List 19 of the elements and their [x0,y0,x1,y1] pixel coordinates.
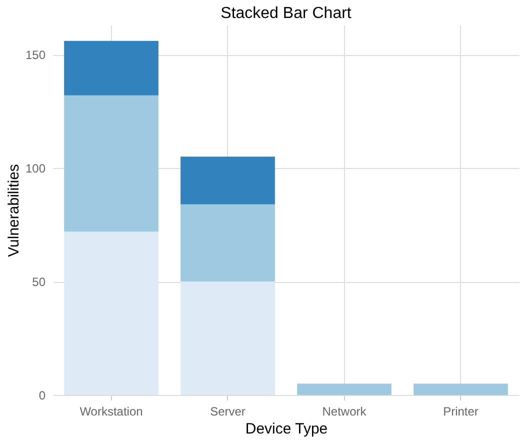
y-tick-label: 50 [32,275,46,290]
bar [414,384,508,395]
chart-title: Stacked Bar Chart [220,5,352,22]
bar [297,384,392,395]
bar [180,204,275,282]
x-tick-label: Server [210,404,246,418]
x-axis-title: Device Type [245,420,328,438]
bar [64,232,158,395]
bar [64,95,158,232]
y-axis-title: Vulnerabilities [5,164,22,257]
bar [180,282,275,395]
y-tick-label: 0 [38,388,46,402]
bar [64,40,158,96]
x-tick-label: Network [322,404,368,418]
y-tick-label: 100 [25,162,46,176]
y-tick-label: 150 [25,48,46,62]
x-tick-label: Printer [443,404,478,418]
bar [180,156,275,204]
x-tick-label: Workstation [80,404,143,418]
